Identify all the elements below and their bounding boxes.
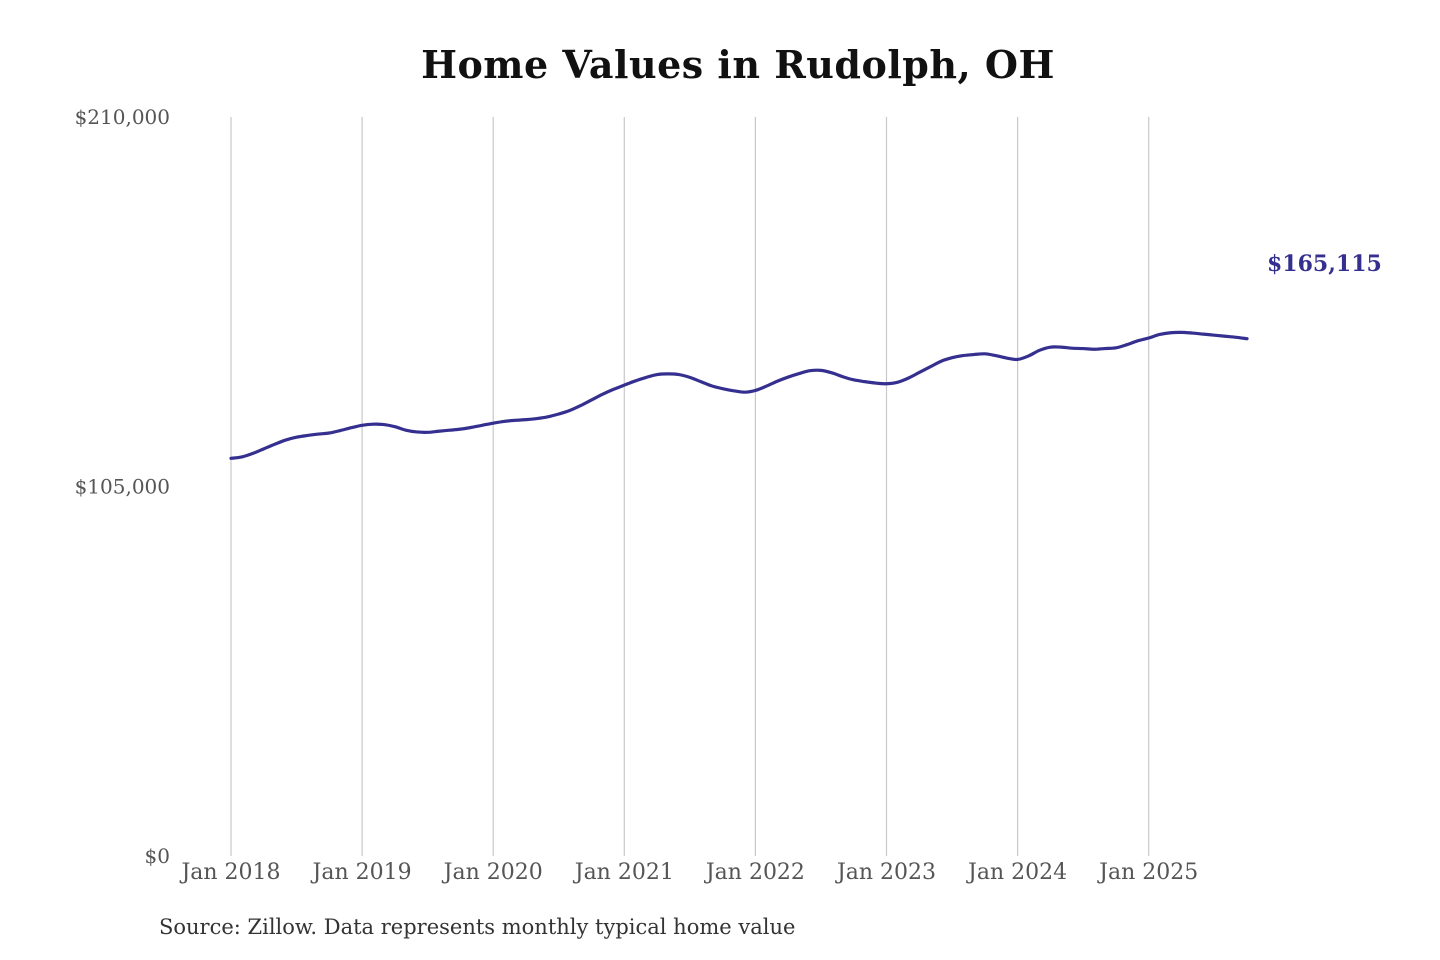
chart-title: Home Values in Rudolph, OH	[421, 42, 1055, 87]
x-tick-label: Jan 2025	[1097, 860, 1198, 885]
x-tick-label: Jan 2022	[704, 860, 805, 885]
end-value-label: $165,115	[1267, 251, 1382, 277]
source-note: Source: Zillow. Data represents monthly …	[159, 915, 796, 939]
x-tick-label: Jan 2023	[835, 860, 936, 885]
x-tick-label: Jan 2020	[442, 860, 543, 885]
y-tick-label: $0	[145, 844, 170, 868]
x-tick-label: Jan 2018	[179, 860, 280, 885]
x-tick-label: Jan 2024	[966, 860, 1067, 885]
label-layer: $165,115	[1267, 251, 1382, 277]
series-layer	[229, 330, 1249, 460]
gridlines	[230, 117, 1150, 856]
y-axis: $210,000 $105,000 $0	[75, 105, 170, 868]
x-axis: Jan 2018 Jan 2019 Jan 2020 Jan 2021 Jan 2022…	[179, 860, 1198, 885]
x-tick-label: Jan 2019	[311, 860, 412, 885]
y-tick-label: $105,000	[75, 475, 170, 499]
x-tick-label: Jan 2021	[573, 860, 674, 885]
series-line	[229, 330, 1249, 460]
y-tick-label: $210,000	[75, 105, 170, 129]
